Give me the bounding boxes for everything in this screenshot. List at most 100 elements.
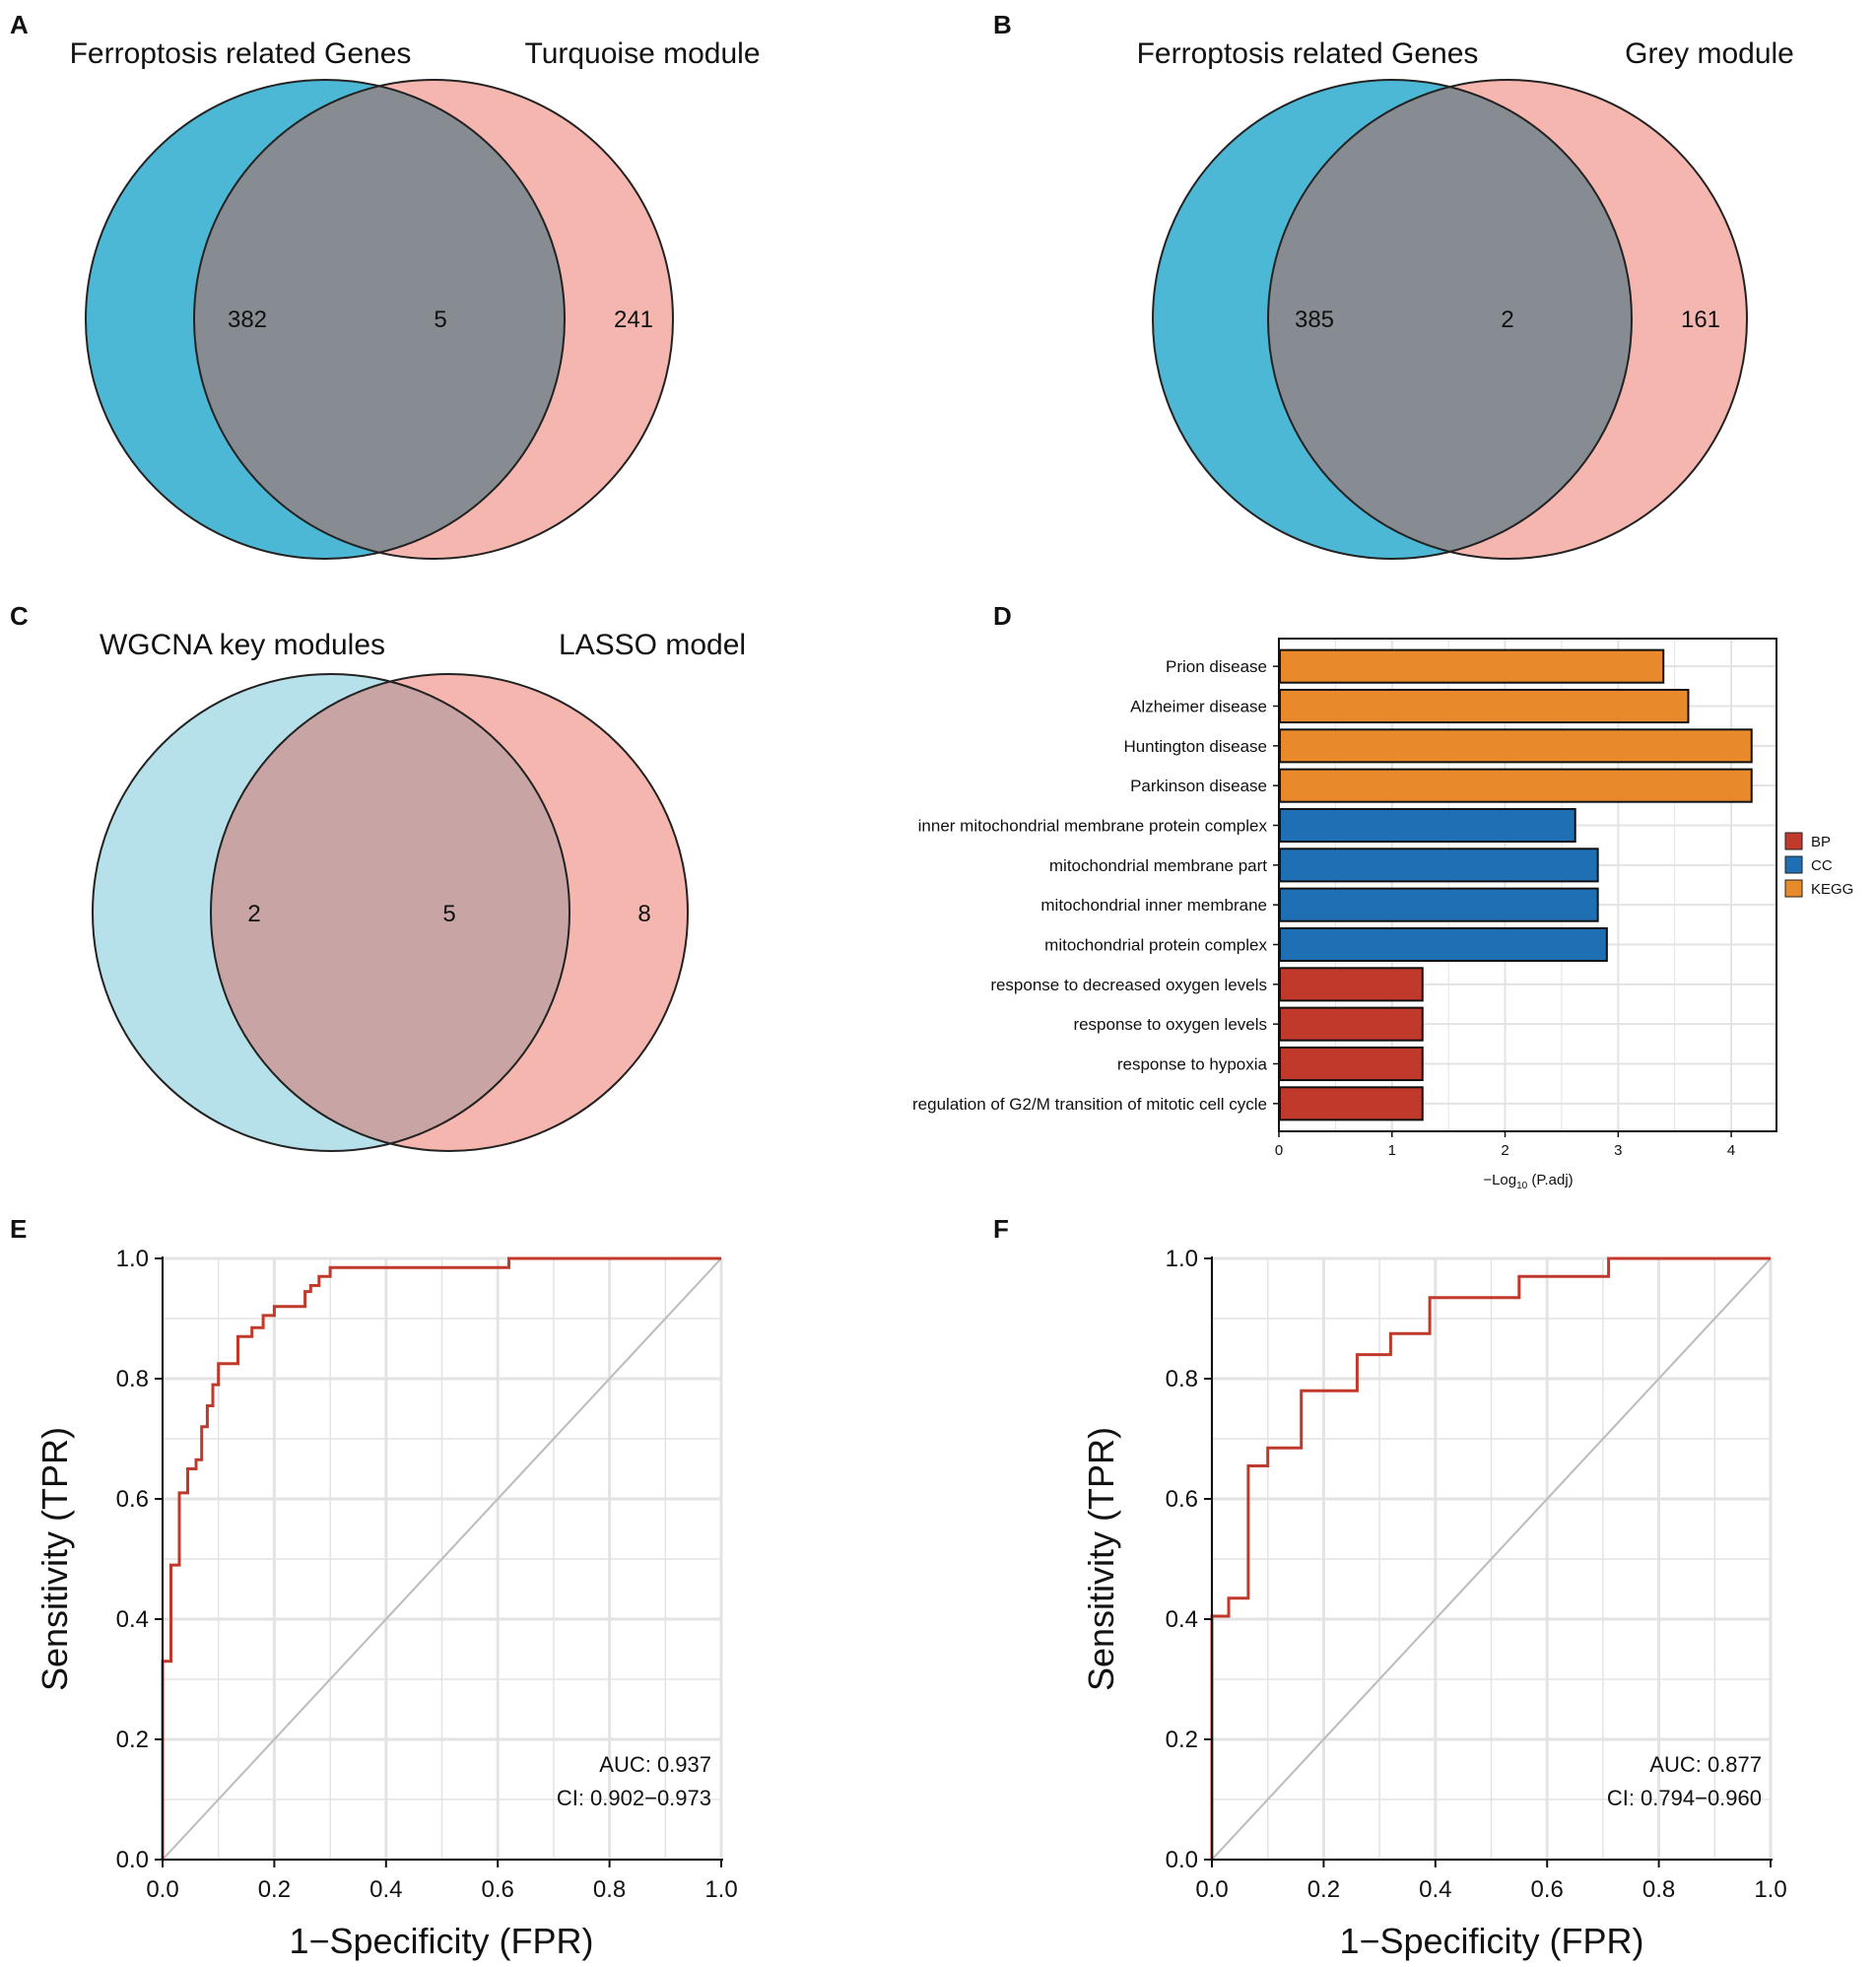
enrichment-category-labels: Prion disease Alzheimer disease Huntington… [912,657,1279,1114]
roc-x-tick-label: 0.8 [1642,1876,1675,1903]
enrichment-legend: BP CC KEGG [1784,832,1853,898]
enrichment-bar [1279,648,1665,684]
enrichment-bar [1279,728,1753,764]
enrichment-bar [1279,967,1424,1002]
venn-b-right-outline [1267,79,1748,560]
venn-a-right-title: Turquoise module [524,37,760,70]
roc-x-tick-label: 0.4 [369,1876,402,1903]
enrichment-x-axis-title-subscript: 10 [1516,1181,1528,1191]
enrichment-bar [1279,1046,1424,1082]
roc-y-tick-label: 0.0 [1166,1847,1198,1873]
enrichment-category-label: inner mitochondrial membrane protein com… [918,817,1268,836]
roc-e-axes: 0.0 0.0 0.2 0.2 0.4 0.4 0.6 0.6 0.8 0.8 1.0 1.0 [116,1246,738,1903]
roc-f-ci-label: CI: 0.794−0.960 [1607,1786,1762,1810]
enrichment-category-label: mitochondrial membrane part [1049,856,1267,875]
legend-label-cc: CC [1811,857,1833,874]
venn-b-left-outline [1152,79,1633,560]
venn-a-overlap-count: 5 [434,306,446,333]
roc-y-tick-label: 0.2 [116,1727,149,1753]
roc-x-tick-label: 1.0 [1754,1876,1786,1903]
roc-y-tick-label: 0.2 [1166,1727,1198,1753]
enrichment-category-label: Huntington disease [1123,737,1267,756]
legend-swatch-kegg [1784,879,1803,898]
roc-f-y-axis-title: Sensitivity (TPR) [1081,1427,1121,1691]
panel-b: B Ferroptosis related Genes Grey module … [993,10,1794,560]
roc-y-tick-label: 0.8 [1166,1366,1198,1392]
roc-x-tick-label: 0.4 [1419,1876,1451,1903]
roc-y-tick-label: 0.4 [116,1606,149,1633]
enrichment-category-label: response to hypoxia [1117,1055,1268,1074]
panel-c: C WGCNA key modules LASSO model 2 5 8 [10,601,746,1152]
roc-x-tick-label: 0.6 [482,1876,514,1903]
enrichment-x-ticks: 0 1 2 3 4 [1275,1131,1735,1159]
roc-x-tick-label: 0.6 [1531,1876,1564,1903]
roc-x-tick-label: 0.0 [1195,1876,1228,1903]
legend-swatch-bp [1784,832,1803,850]
enrichment-bar [1279,807,1576,844]
venn-c-overlap-count: 5 [442,901,455,927]
venn-b-right-title: Grey module [1625,37,1794,70]
venn-c-left-outline [92,673,570,1152]
panel-letter-b: B [993,10,1012,39]
roc-f-diagonal [1211,1257,1772,1861]
roc-x-tick-label: 0.2 [1307,1876,1340,1903]
roc-f-auc-label: AUC: 0.877 [1649,1752,1762,1777]
enrichment-x-tick-label: 4 [1727,1142,1735,1159]
legend-label-kegg: KEGG [1811,881,1853,898]
roc-y-tick-label: 0.6 [1166,1486,1198,1513]
panel-letter-a: A [10,10,29,39]
roc-y-tick-label: 0.6 [116,1486,149,1513]
enrichment-x-tick-label: 3 [1614,1142,1622,1159]
panel-e-roc-chart: E 0.0 0.0 0.2 0.2 0.4 0.4 0.6 0.6 0.8 0.8 1.0 1.0 A… [10,1214,738,1961]
roc-x-tick-label: 0.0 [146,1876,178,1903]
enrichment-category-label: Prion disease [1166,657,1267,676]
panel-letter-d: D [993,601,1012,631]
panel-letter-c: C [10,601,29,631]
enrichment-x-tick-label: 0 [1275,1142,1283,1159]
roc-y-tick-label: 1.0 [1166,1246,1198,1272]
enrichment-x-axis-title: −Log10 (P.adj) [1483,1172,1573,1191]
roc-x-tick-label: 0.2 [258,1876,291,1903]
roc-e-x-axis-title: 1−Specificity (FPR) [289,1921,593,1961]
enrichment-category-label: mitochondrial inner membrane [1040,896,1267,915]
legend-label-bp: BP [1811,834,1831,850]
enrichment-x-tick-label: 2 [1501,1142,1508,1159]
enrichment-bar [1279,688,1690,724]
venn-b-left-title: Ferroptosis related Genes [1137,37,1479,70]
roc-y-tick-label: 0.4 [1166,1606,1198,1633]
enrichment-category-label: mitochondrial protein complex [1044,936,1267,955]
enrichment-bars [1279,648,1753,1121]
enrichment-category-label: Parkinson disease [1130,777,1267,795]
roc-e-auc-label: AUC: 0.937 [599,1752,711,1777]
roc-f-x-axis-title: 1−Specificity (FPR) [1339,1921,1643,1961]
venn-a-left-title: Ferroptosis related Genes [70,37,412,70]
venn-c-left-title: WGCNA key modules [100,629,385,661]
panel-letter-e: E [10,1214,27,1244]
roc-e-curve [161,1256,721,1860]
enrichment-x-axis-title-suffix: (P.adj) [1527,1172,1573,1188]
venn-a-left-count: 382 [228,306,267,333]
venn-a-right-outline [193,79,674,560]
roc-e-y-axis-title: Sensitivity (TPR) [34,1427,75,1691]
enrichment-category-label: response to oxygen levels [1073,1015,1267,1034]
roc-e-diagonal [162,1257,722,1861]
venn-c-right-outline [210,673,689,1152]
enrichment-category-label: response to decreased oxygen levels [990,976,1267,994]
venn-a-left-outline [85,79,566,560]
legend-swatch-cc [1784,855,1803,874]
venn-c-left-count: 2 [247,901,260,927]
enrichment-bar [1279,926,1608,963]
enrichment-bar [1279,1006,1424,1042]
venn-c-right-count: 8 [637,901,650,927]
enrichment-bar [1279,887,1599,922]
venn-b-overlap-count: 2 [1501,306,1513,333]
enrichment-category-label: Alzheimer disease [1130,698,1267,716]
enrichment-plot-border [1278,638,1777,1132]
enrichment-x-axis-title-prefix: −Log [1483,1172,1516,1188]
roc-f-axes: 0.0 0.0 0.2 0.2 0.4 0.4 0.6 0.6 0.8 0.8 1.0 1.0 [1166,1246,1787,1903]
enrichment-bar [1279,1086,1424,1121]
enrichment-bar [1279,848,1599,883]
roc-f-curve [1210,1256,1771,1860]
roc-x-tick-label: 1.0 [704,1876,737,1903]
venn-b-right-count: 161 [1681,306,1720,333]
